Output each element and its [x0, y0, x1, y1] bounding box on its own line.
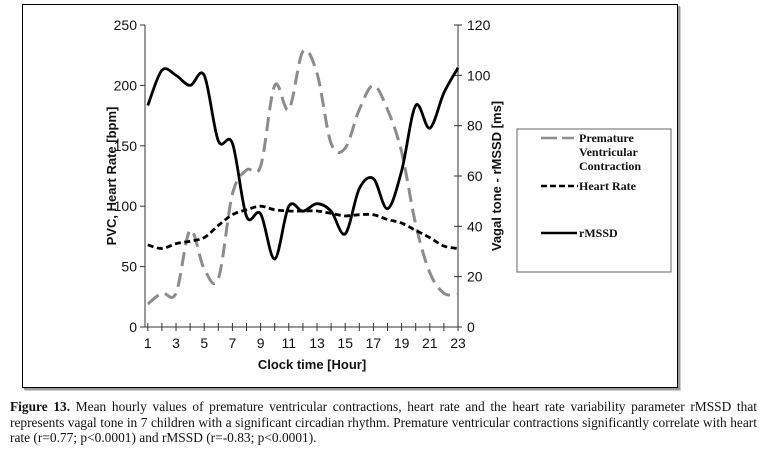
- x-tick-label: 9: [257, 335, 265, 351]
- left-y-tick-label: 150: [114, 138, 138, 154]
- x-tick-label: 7: [229, 335, 237, 351]
- x-tick-label: 5: [200, 335, 208, 351]
- x-tick-label: 3: [172, 335, 180, 351]
- x-tick-label: 21: [422, 335, 438, 351]
- right-y-tick-label: 80: [467, 118, 483, 134]
- x-tick-label: 23: [450, 335, 466, 351]
- series-pvc-line: [146, 48, 459, 306]
- legend-box: [516, 128, 672, 273]
- left-y-tick-label: 100: [114, 198, 138, 214]
- right-y-tick-label: 120: [467, 17, 491, 33]
- x-tick-label: 19: [394, 335, 410, 351]
- x-tick-label: 17: [366, 335, 382, 351]
- x-ticks: 1 3 5 7 9 11 13 15 17 19 21 23: [144, 323, 466, 351]
- left-y-tick-label: 50: [121, 259, 137, 275]
- caption-label: Figure 13.: [10, 399, 71, 414]
- left-y-tick-label: 250: [114, 17, 138, 33]
- legend-label-pvc-1: Premature: [579, 131, 635, 145]
- right-y-ticks: 0 20 40 60 80 100 120: [454, 17, 491, 335]
- left-y-tick-label: 0: [129, 319, 137, 335]
- caption-text: Mean hourly values of premature ventricu…: [10, 399, 758, 445]
- legend: Premature Ventricular Contraction Heart …: [516, 128, 672, 273]
- legend-label-heart-rate: Heart Rate: [579, 179, 637, 193]
- x-tick-label: 1: [144, 335, 152, 351]
- right-y-tick-label: 60: [467, 168, 483, 184]
- x-tick-label: 13: [309, 335, 325, 351]
- x-tick-label: 11: [282, 335, 297, 351]
- series-layer: [146, 48, 460, 306]
- left-y-ticks: 0 50 100 150 200 250: [114, 17, 145, 335]
- x-axis-title: Clock time [Hour]: [258, 357, 366, 372]
- legend-label-rmssd: rMSSD: [579, 226, 618, 240]
- x-tick-label: 15: [337, 335, 353, 351]
- right-y-tick-label: 100: [467, 67, 491, 83]
- legend-label-pvc-3: Contraction: [579, 159, 641, 173]
- right-y-tick-label: 0: [467, 319, 475, 335]
- axes: [144, 25, 459, 328]
- right-y-tick-label: 40: [467, 218, 483, 234]
- left-y-tick-label: 200: [114, 77, 138, 93]
- y-axis-right-title: Vagal tone - rMSSD [ms]: [489, 101, 504, 251]
- figure-caption: Figure 13. Mean hourly values of prematu…: [10, 399, 757, 446]
- series-rmssd-line: [146, 67, 460, 261]
- right-y-tick-label: 20: [467, 269, 483, 285]
- y-axis-left-title: PVC, Heart Rate [bpm]: [104, 107, 119, 246]
- legend-label-pvc-2: Ventricular: [579, 145, 639, 159]
